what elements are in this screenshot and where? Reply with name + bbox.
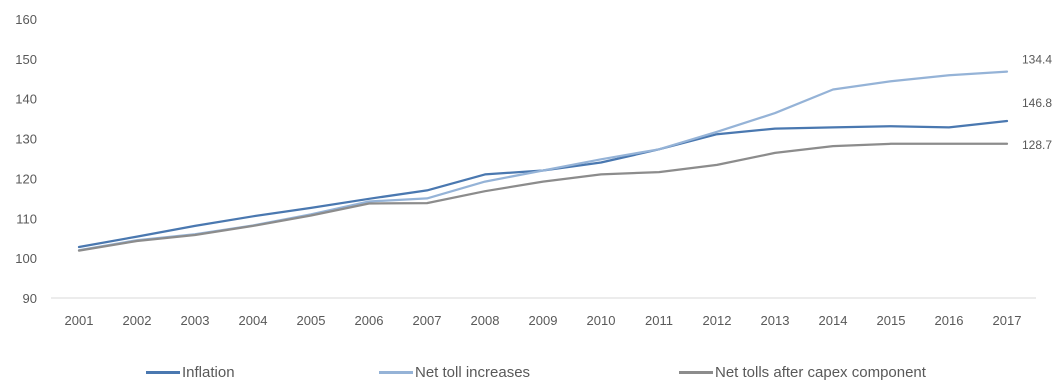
x-tick-label: 2013	[761, 313, 790, 328]
legend-label-net-toll-increases: Net toll increases	[415, 364, 531, 381]
x-tick-label: 2007	[413, 313, 442, 328]
y-tick-label: 140	[15, 92, 37, 107]
legend-item-net-tolls-after-capex[interactable]: Net tolls after capex component	[679, 364, 926, 381]
y-tick-label: 160	[15, 12, 37, 27]
legend-swatch-net-tolls-after-capex	[679, 371, 713, 374]
y-tick-label: 130	[15, 132, 37, 147]
legend-label-inflation: Inflation	[182, 364, 235, 381]
end-labels: 146.8 134.4 128.7	[1022, 53, 1052, 152]
x-tick-label: 2016	[935, 313, 964, 328]
legend-item-net-toll-increases[interactable]: Net toll increases	[379, 364, 530, 381]
x-axis-ticks: 2001 2002 2003 2004 2005 2006 2007 2008 2009 2010…	[65, 313, 1022, 328]
x-tick-label: 2017	[993, 313, 1022, 328]
x-tick-label: 2011	[645, 313, 673, 328]
y-tick-label: 120	[15, 171, 37, 186]
y-tick-label: 90	[23, 291, 37, 306]
end-value-label: 134.4	[1022, 53, 1052, 67]
x-tick-label: 2012	[703, 313, 732, 328]
legend-item-inflation[interactable]: Inflation	[146, 364, 235, 381]
x-tick-label: 2009	[529, 313, 558, 328]
x-tick-label: 2015	[877, 313, 906, 328]
x-tick-label: 2005	[297, 313, 326, 328]
series-lines	[77, 70, 1009, 252]
x-tick-label: 2004	[239, 313, 268, 328]
end-value-label: 146.8	[1022, 96, 1052, 110]
y-tick-label: 110	[16, 211, 37, 226]
series-line-net-tolls-after-capex-component	[77, 142, 1009, 252]
series-line-inflation	[77, 119, 1009, 249]
x-tick-label: 2010	[587, 313, 616, 328]
legend-label-net-tolls-after-capex: Net tolls after capex component	[715, 364, 926, 381]
y-tick-label: 150	[15, 52, 37, 67]
legend-swatch-net-toll-increases	[379, 371, 413, 374]
end-value-label: 128.7	[1022, 138, 1052, 152]
y-tick-label: 100	[15, 251, 37, 266]
legend: Inflation Net toll increases Net tolls a…	[0, 364, 1062, 384]
series-line-net-toll-increases	[77, 70, 1009, 252]
y-axis-ticks: 90 100 110 120 130 140 150 160	[15, 12, 37, 306]
x-tick-label: 2006	[355, 313, 384, 328]
x-tick-label: 2008	[471, 313, 500, 328]
x-tick-label: 2003	[181, 313, 210, 328]
x-tick-label: 2014	[819, 313, 848, 328]
legend-swatch-inflation	[146, 371, 180, 374]
x-tick-label: 2002	[123, 313, 152, 328]
x-tick-label: 2001	[65, 313, 94, 328]
